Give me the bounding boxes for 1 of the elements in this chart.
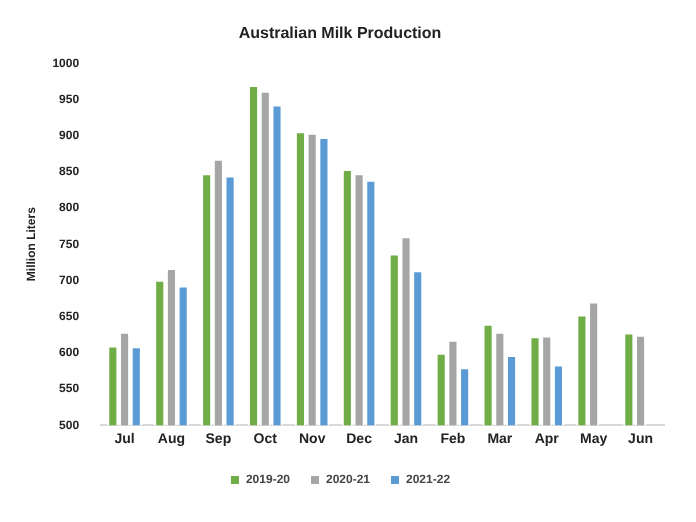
chart-title: Australian Milk Production xyxy=(238,24,442,43)
